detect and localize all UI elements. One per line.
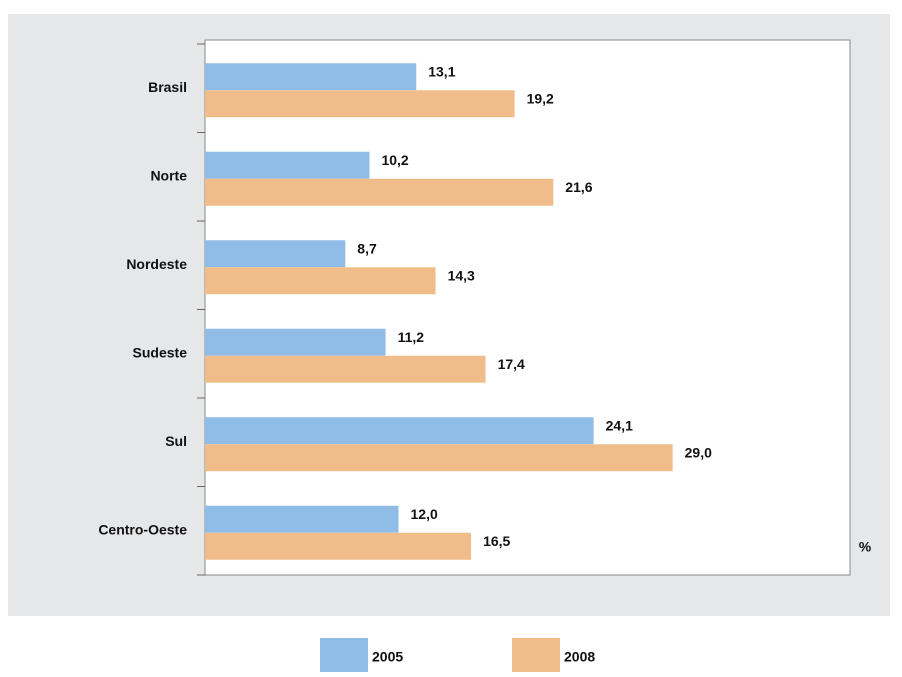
y-tick-label: Centro-Oeste	[98, 521, 187, 537]
y-tick-label: Sul	[165, 433, 187, 449]
bar	[205, 505, 399, 533]
bar	[205, 240, 346, 268]
legend-swatch	[512, 638, 560, 672]
data-label: 17,4	[498, 356, 525, 372]
bar	[205, 532, 472, 560]
bar	[205, 63, 417, 91]
data-label: 19,2	[527, 90, 554, 106]
data-label: 21,6	[565, 179, 592, 195]
data-label: 12,0	[411, 506, 438, 522]
legend-label: 2008	[564, 649, 595, 665]
data-label: 24,1	[606, 417, 633, 433]
data-label: 11,2	[398, 329, 425, 345]
data-label: 14,3	[448, 267, 475, 283]
bar	[205, 267, 436, 295]
y-tick-label: Brasil	[148, 79, 187, 95]
data-label: 8,7	[357, 240, 377, 256]
data-label: 16,5	[483, 533, 510, 549]
y-tick-label: Norte	[150, 167, 187, 183]
y-tick-label: Nordeste	[126, 256, 187, 272]
y-tick-label: Sudeste	[133, 344, 188, 360]
bar	[205, 328, 386, 356]
bar	[205, 417, 594, 445]
data-label: 13,1	[428, 63, 455, 79]
data-label: 29,0	[685, 444, 712, 460]
bar	[205, 178, 554, 206]
data-label: 10,2	[381, 152, 408, 168]
bar	[205, 90, 515, 118]
bar	[205, 355, 486, 383]
plot-area	[204, 39, 851, 576]
legend-swatch	[320, 638, 368, 672]
bar	[205, 444, 673, 472]
bar	[205, 151, 370, 179]
legend-label: 2005	[372, 649, 403, 665]
x-axis-label: %	[859, 539, 872, 555]
